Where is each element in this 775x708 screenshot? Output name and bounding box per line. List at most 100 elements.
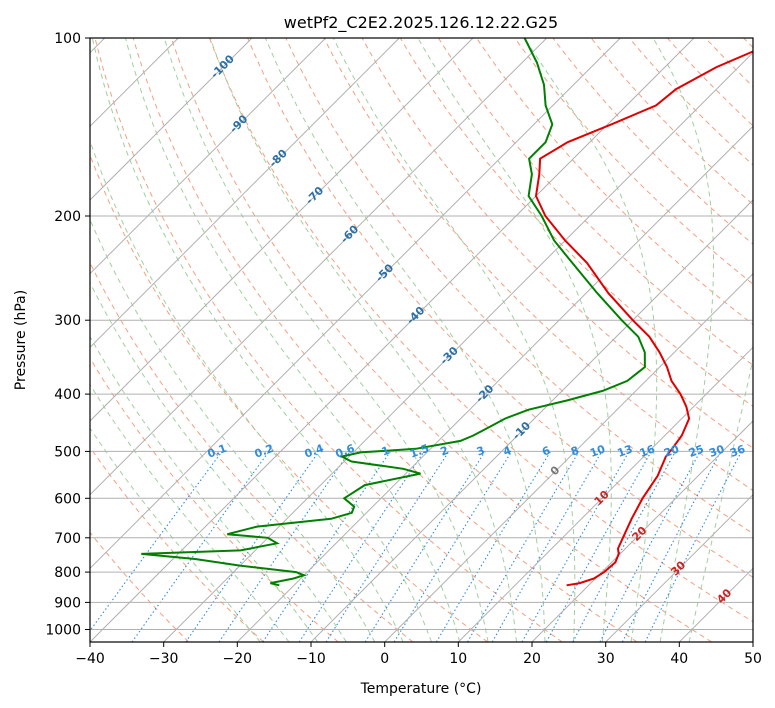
y-axis-ticks: 100 200 300 400 500 600 700 800 900 1000	[45, 31, 90, 639]
skewed-isotherm	[384, 272, 753, 642]
temperature-trace	[534, 50, 753, 587]
mixing-ratio-line	[545, 451, 652, 642]
moist-adiabat	[652, 38, 714, 642]
dry-adiabat	[90, 261, 414, 642]
x-tick-label: −20	[223, 651, 253, 667]
moist-adiabat	[417, 38, 612, 642]
y-tick-label: 100	[54, 31, 81, 47]
mixing-ratio-label: 8	[569, 444, 581, 459]
mixing-ratio-label: 20	[662, 442, 681, 460]
moist-adiabat	[209, 38, 517, 642]
mixing-ratio-line	[218, 451, 351, 642]
skewed-isotherm	[90, 38, 327, 275]
x-tick-label: −10	[296, 651, 326, 667]
moist-adiabats	[90, 38, 753, 642]
mixing-ratio-label: 1.5	[408, 442, 431, 461]
dewpoint-trace	[141, 38, 646, 587]
skewed-isotherm	[605, 493, 753, 642]
dry-adiabat	[285, 38, 753, 535]
skewed-isotherm	[457, 346, 753, 642]
dry-adiabat	[437, 38, 753, 366]
moist-adiabat	[90, 335, 319, 642]
moist-adiabat	[265, 38, 546, 642]
chart-title: wetPf2_C2E2.2025.126.12.22.G25	[284, 13, 558, 33]
mixing-ratio-label: 30	[707, 442, 726, 460]
pressure-gridlines	[90, 38, 753, 630]
mixing-ratio-label: 2	[439, 444, 451, 459]
skewed-isotherm-grid	[90, 38, 753, 642]
mixing-ratio-label: 0.2	[253, 442, 276, 461]
skewed-isotherm	[90, 38, 400, 349]
y-tick-label: 1000	[45, 623, 81, 639]
moist-adiabat	[90, 427, 261, 642]
y-tick-label: 700	[54, 531, 81, 547]
dry-adiabat	[247, 38, 753, 578]
skewed-isotherm	[90, 38, 621, 570]
mixing-ratio-line	[491, 451, 603, 642]
dry-adiabat	[90, 531, 190, 642]
y-tick-label: 400	[54, 387, 81, 403]
mixing-ratio-line	[131, 451, 270, 642]
mixing-ratio-label: 0.4	[303, 442, 326, 461]
moist-adiabat	[90, 383, 290, 642]
mixing-ratio-line	[393, 451, 513, 642]
mixing-ratio-label: 0.1	[206, 442, 229, 461]
mixing-ratio-label: 25	[687, 442, 706, 459]
y-tick-label: 200	[54, 209, 81, 225]
y-axis-title: Pressure (hPa)	[13, 290, 29, 390]
dry-adiabat	[323, 38, 753, 492]
y-tick-label: 300	[54, 313, 81, 329]
mixing-ratio-line	[521, 451, 630, 642]
mixing-ratio-label: 6	[540, 444, 552, 459]
x-tick-label: 50	[744, 651, 762, 667]
mixing-ratio-line	[90, 451, 223, 632]
mixing-ratio-label: 16	[638, 442, 657, 460]
skewed-isotherm	[90, 38, 548, 496]
mixing-ratio-label: 1	[380, 444, 392, 459]
mixing-ratio-line	[435, 451, 552, 642]
mixing-ratio-label: 36	[728, 442, 747, 460]
skewed-isotherm	[90, 38, 695, 642]
mixing-ratio-label: 13	[616, 442, 635, 459]
y-tick-label: 500	[54, 444, 81, 460]
moist-adiabat	[332, 38, 576, 642]
plot-frame	[89, 37, 754, 643]
x-tick-label: 0	[380, 651, 389, 667]
x-axis-ticks: −40 −30 −20 −10 0 10 20 30 40 50	[75, 642, 762, 667]
dry-adiabat	[132, 38, 638, 642]
mixing-ratio-line	[572, 451, 676, 642]
dry-adiabat	[209, 38, 753, 623]
plot-area: 0.1 0.2 0.4 0.6 1 1.5 2 3 4 6 8 10 13 16 20 25 30 36-100-…	[90, 38, 753, 642]
x-tick-label: 20	[523, 651, 541, 667]
moist-adiabat	[91, 38, 432, 642]
skewed-isotherm	[90, 38, 474, 422]
skewed-isotherm	[531, 420, 753, 642]
moist-adiabat	[163, 38, 489, 642]
dry-adiabat	[399, 38, 753, 407]
y-tick-label: 900	[54, 595, 81, 611]
mixing-ratio-lines	[90, 451, 742, 642]
moist-adiabat	[90, 139, 404, 642]
dry-adiabat	[94, 38, 563, 642]
x-tick-label: 30	[597, 651, 615, 667]
mixing-ratio-label: 0.6	[334, 442, 357, 461]
mixing-ratio-label: 4	[501, 444, 513, 459]
y-tick-label: 600	[54, 491, 81, 507]
x-axis-title: Temperature (°C)	[360, 681, 482, 697]
dry-adiabat	[90, 357, 339, 642]
y-tick-label: 800	[54, 565, 81, 581]
x-tick-label: 40	[670, 651, 688, 667]
sounding-traces	[141, 38, 753, 587]
skewed-isotherm	[310, 199, 753, 642]
mixing-ratio-label: 3	[475, 444, 487, 459]
mixing-ratio-line	[364, 451, 486, 642]
mixing-ratio-line	[325, 451, 450, 642]
x-tick-label: −40	[75, 651, 105, 667]
mixing-ratio-line	[467, 451, 580, 642]
skewed-isotherm	[163, 51, 753, 642]
moist-adiabat	[90, 218, 376, 642]
x-tick-label: −30	[149, 651, 179, 667]
mixing-ratio-label: 10	[588, 442, 607, 460]
